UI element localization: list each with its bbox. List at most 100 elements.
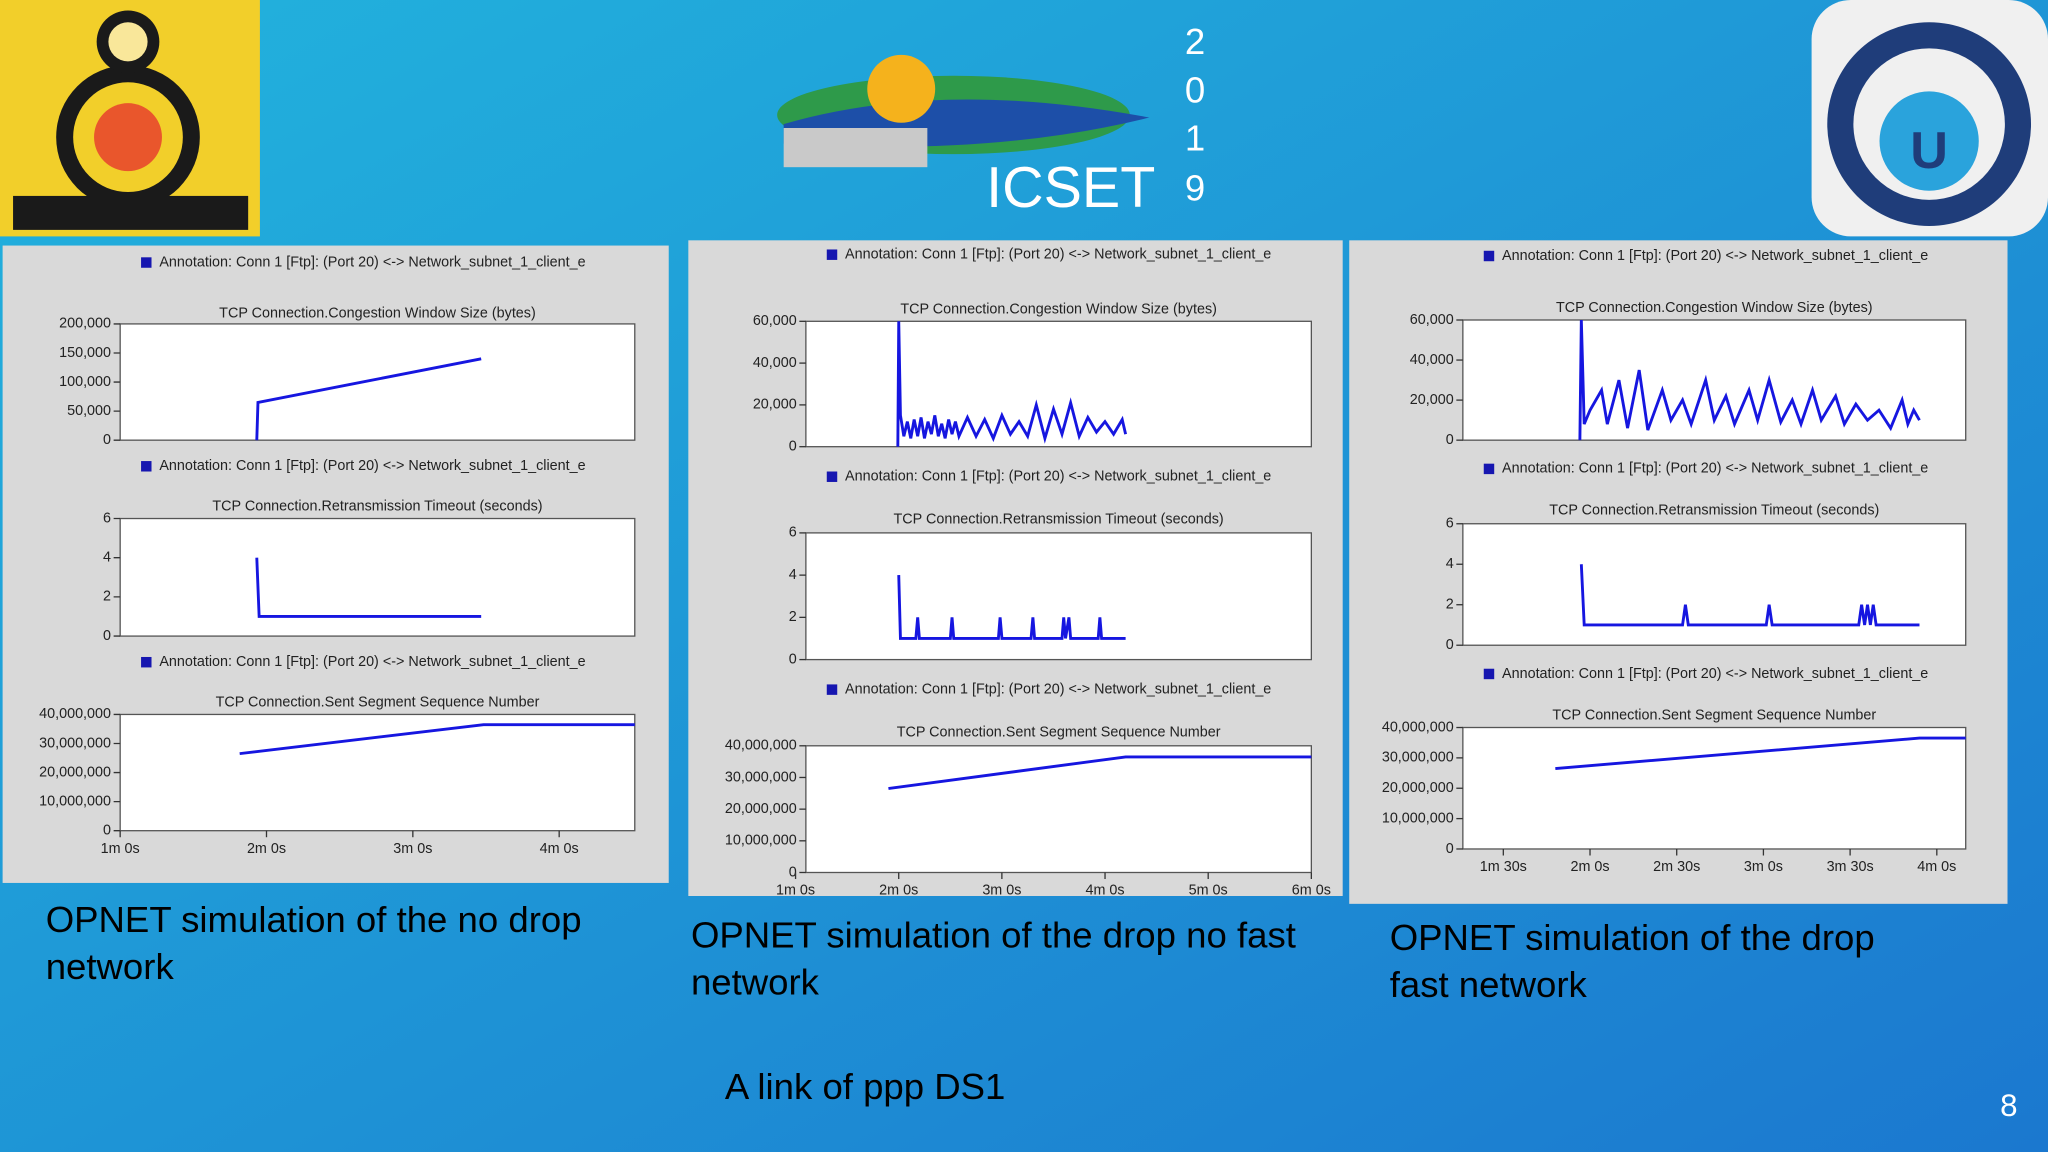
y-tick-label: 200,000 xyxy=(59,316,111,332)
data-line xyxy=(888,755,1312,790)
footer: A link of ppp DS1 xyxy=(725,1066,1006,1107)
plot-area xyxy=(1462,523,1967,646)
legend-swatch xyxy=(1483,250,1495,262)
x-tick-label: 4m 0s xyxy=(1085,883,1124,899)
annotation: Annotation: Conn 1 [Ftp]: (Port 20) <-> … xyxy=(845,469,1271,485)
chart: Annotation: Conn 1 [Ftp]: (Port 20) <-> … xyxy=(103,458,636,644)
caption: OPNET simulation of the no drop xyxy=(46,899,582,940)
annotation: Annotation: Conn 1 [Ftp]: (Port 20) <-> … xyxy=(1502,666,1928,682)
y-tick-label: 40,000,000 xyxy=(39,706,111,722)
chart-title: TCP Connection.Sent Segment Sequence Num… xyxy=(1552,708,1876,724)
data-line xyxy=(1555,736,1966,770)
y-tick-label: 2 xyxy=(789,609,797,625)
chart: Annotation: Conn 1 [Ftp]: (Port 20) <-> … xyxy=(39,654,636,857)
y-tick-label: 4 xyxy=(789,567,797,583)
y-tick-label: 0 xyxy=(103,432,111,448)
y-tick-label: 60,000 xyxy=(753,313,797,329)
y-tick-label: 30,000,000 xyxy=(1382,750,1454,766)
y-tick-label: 40,000 xyxy=(1410,352,1454,368)
legend-swatch xyxy=(826,684,838,695)
y-tick-label: 6 xyxy=(789,525,797,541)
legend-swatch xyxy=(1483,463,1495,475)
y-tick-label: 20,000,000 xyxy=(1382,780,1454,796)
x-tick-label: 1m 0s xyxy=(101,841,140,857)
plot-area xyxy=(119,713,636,832)
year-digit: 1 xyxy=(1185,118,1205,159)
annotation: Annotation: Conn 1 [Ftp]: (Port 20) <-> … xyxy=(1502,248,1928,264)
y-tick-label: 0 xyxy=(1446,432,1454,448)
legend-swatch xyxy=(1483,668,1495,680)
y-tick-label: 20,000,000 xyxy=(39,764,111,780)
data-line xyxy=(255,357,482,441)
y-tick-label: 0 xyxy=(1446,637,1454,653)
y-tick-label: 2 xyxy=(1446,597,1454,613)
y-tick-label: 40,000,000 xyxy=(1382,719,1454,735)
chart-title: TCP Connection.Congestion Window Size (b… xyxy=(1556,300,1873,316)
plot-area xyxy=(805,532,1312,661)
chart-title: TCP Connection.Retransmission Timeout (s… xyxy=(212,499,542,515)
y-tick-label: 30,000,000 xyxy=(39,735,111,751)
x-tick-label: 3m 0s xyxy=(982,883,1021,899)
y-tick-label: 40,000 xyxy=(753,355,797,371)
x-tick-label: 4m 0s xyxy=(540,841,579,857)
data-line xyxy=(1579,564,1920,627)
y-tick-label: 100,000 xyxy=(59,374,111,390)
data-line xyxy=(1578,319,1921,441)
page-number: 8 xyxy=(2000,1088,2017,1123)
legend-swatch xyxy=(141,257,152,268)
chart: Annotation: Conn 1 [Ftp]: (Port 20) <-> … xyxy=(59,254,636,448)
chart: Annotation: Conn 1 [Ftp]: (Port 20) <-> … xyxy=(1446,461,1967,653)
caption: network xyxy=(46,946,175,987)
y-tick-label: 2 xyxy=(103,589,111,605)
annotation: Annotation: Conn 1 [Ftp]: (Port 20) <-> … xyxy=(845,246,1271,262)
chart-title: TCP Connection.Retransmission Timeout (s… xyxy=(1549,502,1879,518)
legend-swatch xyxy=(826,249,838,260)
logo-text: ICSET xyxy=(986,156,1155,220)
y-tick-label: 0 xyxy=(103,822,111,838)
y-tick-label: 60,000 xyxy=(1410,312,1454,328)
x-tick-label: 2m 0s xyxy=(247,841,286,857)
x-tick-label: 3m 0s xyxy=(1744,859,1783,875)
year-digit: 9 xyxy=(1185,167,1205,208)
plot-area xyxy=(119,323,636,441)
y-tick-label: 20,000,000 xyxy=(725,801,797,817)
year-digit: 0 xyxy=(1185,69,1205,110)
chart: Annotation: Conn 1 [Ftp]: (Port 20) <-> … xyxy=(789,469,1312,667)
y-tick-label: 4 xyxy=(1446,556,1454,572)
y-tick-label: 0 xyxy=(789,438,797,454)
y-tick-label: 6 xyxy=(103,510,111,526)
data-line xyxy=(896,321,1128,447)
y-tick-label: 0 xyxy=(789,651,797,667)
caption: OPNET simulation of the drop xyxy=(1390,917,1875,958)
annotation: Annotation: Conn 1 [Ftp]: (Port 20) <-> … xyxy=(1502,461,1928,477)
y-tick-label: 0 xyxy=(103,628,111,644)
x-tick-label: 1m 0s xyxy=(776,883,815,899)
annotation: Annotation: Conn 1 [Ftp]: (Port 20) <-> … xyxy=(159,654,585,670)
data-line xyxy=(897,575,1126,640)
plot-area xyxy=(1462,726,1967,850)
caption: fast network xyxy=(1390,964,1588,1005)
chart-title: TCP Connection.Sent Segment Sequence Num… xyxy=(897,725,1221,741)
annotation: Annotation: Conn 1 [Ftp]: (Port 20) <-> … xyxy=(845,681,1271,697)
chart: Annotation: Conn 1 [Ftp]: (Port 20) <-> … xyxy=(1410,248,1967,448)
charts: Annotation: Conn 1 [Ftp]: (Port 20) <-> … xyxy=(39,246,1967,899)
y-tick-label: 30,000,000 xyxy=(725,769,797,785)
y-tick-label: 6 xyxy=(1446,516,1454,532)
plot-area xyxy=(119,517,636,637)
chart-title: TCP Connection.Congestion Window Size (b… xyxy=(219,305,536,321)
y-tick-label: 20,000 xyxy=(753,397,797,413)
x-tick-label: 3m 30s xyxy=(1827,859,1874,875)
chart: Annotation: Conn 1 [Ftp]: (Port 20) <-> … xyxy=(753,246,1312,454)
data-line xyxy=(239,723,635,756)
x-tick-label: 5m 0s xyxy=(1189,883,1228,899)
x-tick-label: 2m 0s xyxy=(879,883,918,899)
y-tick-label: 50,000 xyxy=(67,403,111,419)
conference-logo: ICSET 2 0 1 9 xyxy=(777,21,1205,220)
y-tick-label: 40,000,000 xyxy=(725,738,797,754)
chart: Annotation: Conn 1 [Ftp]: (Port 20) <-> … xyxy=(1382,666,1967,875)
legend-swatch xyxy=(141,656,152,668)
y-tick-label: 4 xyxy=(103,550,111,566)
y-tick-label: 10,000,000 xyxy=(39,793,111,809)
